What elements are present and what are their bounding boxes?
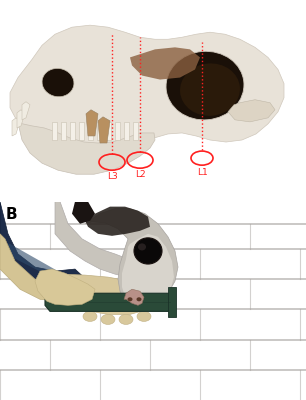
Bar	[61, 122, 66, 140]
Polygon shape	[85, 207, 150, 236]
Bar	[133, 122, 138, 140]
Ellipse shape	[136, 297, 141, 301]
Ellipse shape	[42, 68, 74, 97]
Bar	[115, 122, 120, 140]
Polygon shape	[55, 202, 128, 277]
Text: B: B	[6, 207, 18, 222]
Polygon shape	[0, 234, 80, 301]
Polygon shape	[45, 293, 175, 311]
Ellipse shape	[166, 51, 244, 120]
Text: L1: L1	[197, 168, 207, 177]
Polygon shape	[85, 209, 178, 311]
Ellipse shape	[128, 297, 132, 301]
Ellipse shape	[119, 314, 133, 324]
Polygon shape	[98, 117, 110, 143]
Polygon shape	[32, 274, 155, 314]
Polygon shape	[22, 102, 30, 120]
Polygon shape	[124, 289, 144, 305]
Ellipse shape	[138, 243, 146, 250]
Text: A: A	[6, 5, 18, 20]
Polygon shape	[35, 269, 95, 305]
Ellipse shape	[137, 311, 151, 322]
Polygon shape	[130, 47, 200, 80]
Bar	[168, 287, 176, 318]
Polygon shape	[10, 25, 284, 153]
Bar	[70, 122, 75, 140]
Polygon shape	[72, 202, 95, 224]
Polygon shape	[122, 234, 174, 309]
Bar	[106, 122, 111, 140]
Text: L2: L2	[135, 170, 145, 179]
Text: L3: L3	[106, 172, 118, 181]
Bar	[124, 122, 129, 140]
Bar	[79, 122, 84, 140]
Polygon shape	[0, 202, 88, 294]
Bar	[97, 122, 102, 140]
Polygon shape	[12, 118, 20, 136]
Polygon shape	[86, 110, 98, 136]
Bar	[88, 122, 93, 140]
Polygon shape	[228, 100, 275, 122]
Polygon shape	[17, 110, 25, 128]
Polygon shape	[18, 123, 155, 174]
Ellipse shape	[101, 314, 115, 324]
Ellipse shape	[180, 64, 240, 116]
Bar	[52, 122, 57, 140]
Ellipse shape	[134, 238, 162, 264]
Polygon shape	[0, 244, 65, 279]
Ellipse shape	[83, 311, 97, 322]
